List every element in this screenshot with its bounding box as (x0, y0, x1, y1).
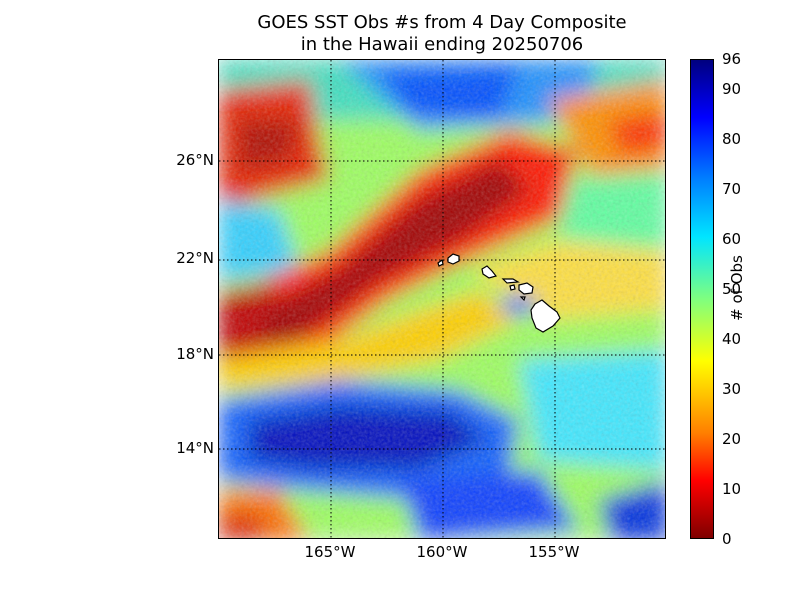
map-canvas (219, 60, 665, 538)
cbar-tick-90: 90 (722, 80, 742, 98)
title-line-1: GOES SST Obs #s from 4 Day Composite (257, 12, 627, 33)
cbar-tick-0: 0 (722, 530, 732, 548)
island-molokai (501, 278, 520, 284)
island-maui (518, 282, 534, 295)
colorbar (690, 59, 714, 539)
cbar-tick-50: 50 (722, 280, 742, 298)
cbar-tick-40: 40 (722, 330, 742, 348)
lon-tick-160w: 160°W (416, 543, 468, 561)
lat-tick-22: 22°N (176, 249, 214, 267)
island-niihau (437, 258, 444, 267)
island-kauai (447, 253, 460, 265)
cbar-tick-20: 20 (722, 430, 742, 448)
cbar-tick-30: 30 (722, 380, 742, 398)
chart-title: GOES SST Obs #s from 4 Day Composite in … (218, 12, 666, 56)
title-line-2: in the Hawaii ending 20250706 (300, 34, 584, 55)
cbar-tick-80: 80 (722, 130, 742, 148)
lat-tick-26: 26°N (176, 151, 214, 169)
cbar-tick-60: 60 (722, 230, 742, 248)
gridlines (219, 60, 665, 538)
lon-tick-155w: 155°W (528, 543, 580, 561)
island-kahoolawe (519, 296, 526, 302)
lat-tick-14: 14°N (176, 439, 214, 457)
hawaiian-islands (437, 253, 561, 333)
island-lanai (509, 284, 516, 291)
lat-tick-18: 18°N (176, 345, 214, 363)
sst-map (218, 59, 666, 539)
colorbar-label: # of Obs (728, 222, 746, 321)
colorbar-label-text: # of Obs (728, 255, 746, 321)
cbar-tick-10: 10 (722, 480, 742, 498)
island-hawaii (530, 299, 561, 333)
lon-tick-165w: 165°W (304, 543, 356, 561)
cbar-tick-70: 70 (722, 180, 742, 198)
island-oahu (481, 265, 498, 279)
cbar-tick-96: 96 (722, 50, 742, 68)
